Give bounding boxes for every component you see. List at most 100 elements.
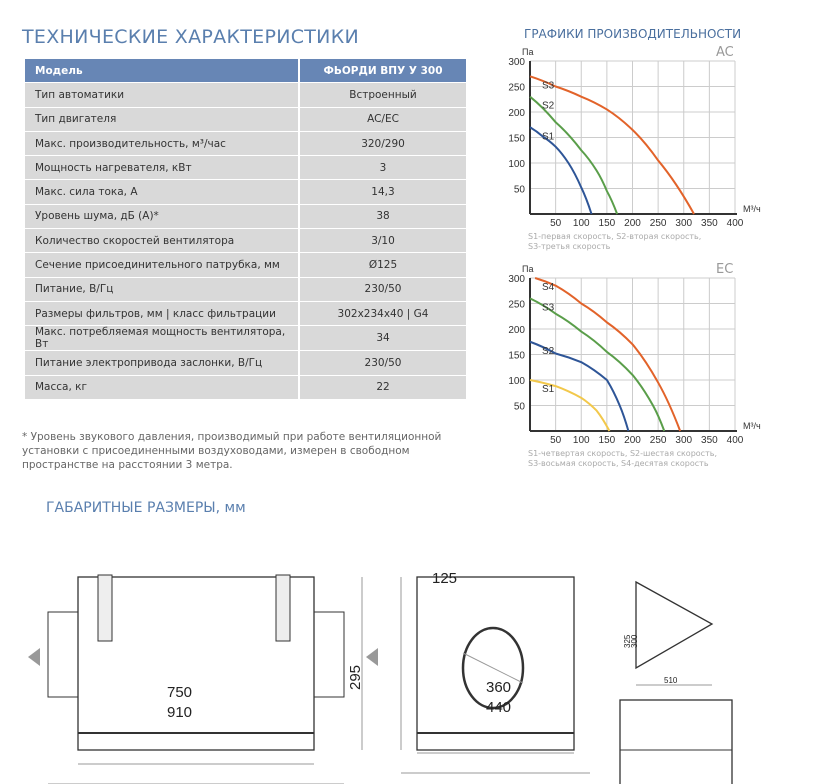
series-line-s4 bbox=[534, 277, 682, 432]
x-tick-label: 250 bbox=[650, 435, 667, 446]
y-tick-label: 300 bbox=[508, 57, 525, 68]
table-row: Количество скоростей вентилятора 3/10 bbox=[25, 229, 466, 253]
spec-name: Размеры фильтров, мм | класс фильтрации bbox=[25, 301, 300, 326]
dim-295: 295 bbox=[347, 665, 364, 690]
spec-value: 302x234x40 | G4 bbox=[300, 301, 466, 326]
series-line-s1 bbox=[529, 379, 611, 432]
footnote: * Уровень звукового давления, производим… bbox=[22, 431, 442, 471]
spec-name: Тип двигателя bbox=[25, 107, 300, 131]
table-row: Макс. сила тока, А 14,3 bbox=[25, 180, 466, 204]
spec-value: AC/EC bbox=[300, 107, 466, 131]
chart-ec: 50 100 150 200 250 300 350 400 50 100 150 200 250 300… bbox=[508, 264, 761, 446]
spec-name: Модель bbox=[25, 59, 300, 83]
spec-value: ФЬОРДИ ВПУ У 300 bbox=[300, 59, 466, 83]
series-line-s2 bbox=[529, 340, 630, 432]
x-tick-label: 50 bbox=[550, 435, 562, 446]
x-axis-label: М³/ч bbox=[743, 421, 761, 431]
spec-value: 34 bbox=[300, 326, 466, 351]
dimension-drawings: 750 910 295 360 440 125 325 300 510 950 … bbox=[28, 570, 733, 784]
airflow-arrow-icon bbox=[366, 648, 378, 666]
y-tick-label: 50 bbox=[514, 185, 526, 196]
spec-name: Количество скоростей вентилятора bbox=[25, 229, 300, 253]
spec-value: 3 bbox=[300, 156, 466, 180]
airflow-arrow-icon bbox=[28, 648, 40, 666]
spec-name: Мощность нагревателя, кВт bbox=[25, 156, 300, 180]
y-axis-label: Па bbox=[522, 264, 533, 274]
spec-value: Встроенный bbox=[300, 83, 466, 107]
spec-value: 38 bbox=[300, 204, 466, 229]
spec-name: Питание электропривода заслонки, В/Гц bbox=[25, 351, 300, 375]
chart-ac-tag: AC bbox=[716, 45, 734, 60]
x-tick-label: 350 bbox=[701, 218, 718, 229]
x-tick-label: 200 bbox=[624, 435, 641, 446]
x-axis-label: М³/ч bbox=[743, 204, 761, 214]
spec-value: 230/50 bbox=[300, 277, 466, 301]
y-tick-label: 100 bbox=[508, 376, 525, 387]
series-label: S3 bbox=[542, 302, 555, 313]
table-row: Питание, В/Гц 230/50 bbox=[25, 277, 466, 301]
x-tick-label: 350 bbox=[701, 435, 718, 446]
spec-value: Ø125 bbox=[300, 253, 466, 277]
charts-title: ГРАФИКИ ПРОИЗВОДИТЕЛЬНОСТИ bbox=[524, 27, 742, 41]
series-label: S2 bbox=[542, 346, 555, 357]
x-tick-label: 150 bbox=[599, 218, 616, 229]
dim-300: 300 bbox=[630, 634, 639, 648]
series-label: S3 bbox=[542, 80, 555, 91]
dim-910: 910 bbox=[167, 704, 192, 721]
table-row: Питание электропривода заслонки, В/Гц 230… bbox=[25, 351, 466, 375]
x-tick-label: 100 bbox=[573, 435, 590, 446]
dim-125: 125 bbox=[432, 570, 457, 587]
y-tick-label: 200 bbox=[508, 325, 525, 336]
x-tick-label: 200 bbox=[624, 218, 641, 229]
table-row: Мощность нагревателя, кВт 3 bbox=[25, 156, 466, 180]
x-tick-label: 250 bbox=[650, 218, 667, 229]
dim-440: 440 bbox=[486, 699, 511, 716]
spec-name: Макс. сила тока, А bbox=[25, 180, 300, 204]
dim-325: 325 bbox=[623, 634, 632, 648]
spec-value: 14,3 bbox=[300, 180, 466, 204]
table-row: Макс. потребляемая мощность вентилятора,… bbox=[25, 326, 466, 351]
series-label: S1 bbox=[542, 384, 555, 395]
x-tick-label: 50 bbox=[550, 218, 562, 229]
spec-name: Сечение присоединительного патрубка, мм bbox=[25, 253, 300, 277]
specs-title: ТЕХНИЧЕСКИЕ ХАРАКТЕРИСТИКИ bbox=[22, 26, 359, 48]
package-drawing bbox=[619, 580, 733, 784]
y-tick-label: 250 bbox=[508, 300, 525, 311]
chart-ec-legend: S1-четвертая скорость, S2-шестая скорост… bbox=[528, 449, 717, 468]
y-tick-label: 150 bbox=[508, 134, 525, 145]
spec-name: Питание, В/Гц bbox=[25, 277, 300, 301]
specs-table: Модель ФЬОРДИ ВПУ У 300 Тип автоматики Встр… bbox=[25, 58, 466, 400]
series-line-s3 bbox=[529, 297, 666, 432]
series-line-s3 bbox=[529, 75, 695, 215]
y-tick-label: 100 bbox=[508, 159, 525, 170]
spec-value: 3/10 bbox=[300, 229, 466, 253]
dims-title: ГАБАРИТНЫЕ РАЗМЕРЫ, мм bbox=[46, 500, 246, 516]
series-label: S1 bbox=[542, 131, 555, 142]
front-view-drawing bbox=[400, 576, 590, 774]
spec-value: 22 bbox=[300, 375, 466, 399]
table-row: Сечение присоединительного патрубка, мм Ø… bbox=[25, 253, 466, 277]
spec-name: Макс. производительность, м³/час bbox=[25, 131, 300, 156]
x-tick-label: 100 bbox=[573, 218, 590, 229]
series-line-s2 bbox=[529, 95, 619, 215]
x-tick-label: 150 bbox=[599, 435, 616, 446]
dim-510: 510 bbox=[664, 676, 678, 685]
table-row: Макс. производительность, м³/час 320/290 bbox=[25, 131, 466, 156]
table-row: Масса, кг 22 bbox=[25, 375, 466, 399]
y-axis-label: Па bbox=[522, 47, 533, 57]
series-label: S2 bbox=[542, 101, 555, 112]
spec-value: 320/290 bbox=[300, 131, 466, 156]
x-tick-label: 400 bbox=[727, 218, 744, 229]
series-label: S4 bbox=[542, 282, 555, 293]
dim-360: 360 bbox=[486, 679, 511, 696]
x-tick-label: 300 bbox=[675, 218, 692, 229]
table-row: Размеры фильтров, мм | класс фильтрации 3… bbox=[25, 301, 466, 326]
spec-name: Тип автоматики bbox=[25, 83, 300, 107]
y-tick-label: 150 bbox=[508, 351, 525, 362]
spec-name: Масса, кг bbox=[25, 375, 300, 399]
chart-ac-legend: S1-первая скорость, S2-вторая скорость, S… bbox=[528, 232, 702, 251]
spec-name: Макс. потребляемая мощность вентилятора,… bbox=[25, 326, 300, 351]
y-tick-label: 200 bbox=[508, 108, 525, 119]
table-row: Уровень шума, дБ (А)* 38 bbox=[25, 204, 466, 229]
spec-name: Уровень шума, дБ (А)* bbox=[25, 204, 300, 229]
